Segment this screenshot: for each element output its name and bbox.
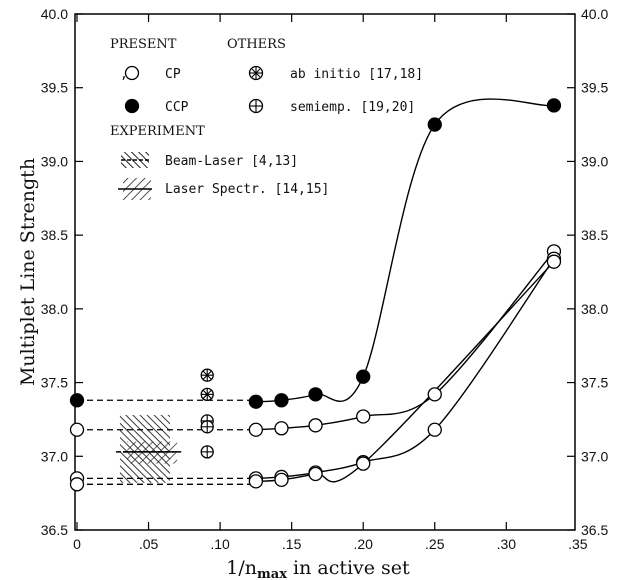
legend-laser-spectr-label: Laser Spectr. [14,15] xyxy=(165,182,329,197)
ccp-point xyxy=(356,369,371,384)
ccp-point xyxy=(69,393,85,408)
legend-beam-laser-swatch xyxy=(121,152,150,168)
cp-point xyxy=(546,254,562,269)
y-tick-label-left: 36.5 xyxy=(41,522,68,538)
y-tick-label-left: 40.0 xyxy=(41,6,68,22)
x-tick-label: .25 xyxy=(425,536,445,552)
legend-cp-marker xyxy=(124,65,140,81)
cp-point xyxy=(427,387,442,402)
cp-point xyxy=(69,477,85,492)
others-markers xyxy=(200,368,214,459)
semiemp-point xyxy=(200,420,214,434)
cp-point xyxy=(248,474,264,489)
y-tick-label-right: 36.5 xyxy=(581,522,608,538)
y-tick-label-right: 39.0 xyxy=(581,153,608,169)
y-tick-label-right: 38.5 xyxy=(581,227,608,243)
x-tick-label: .20 xyxy=(353,536,373,552)
legend-cp-prefix: , xyxy=(120,67,128,82)
y-tick-label-left: 37.5 xyxy=(41,375,68,391)
cp-point xyxy=(356,456,371,471)
y-tick-label-right: 40.0 xyxy=(581,6,608,22)
marker-diag-2 xyxy=(202,370,212,380)
experiment-bands xyxy=(115,415,182,483)
y-tick-label-right: 39.5 xyxy=(581,80,608,96)
ccp-point xyxy=(427,117,442,132)
y-tick-label-left: 39.0 xyxy=(41,153,68,169)
cp-point xyxy=(69,422,85,437)
series-markers xyxy=(69,98,562,492)
y-tick-label-right: 37.5 xyxy=(581,375,608,391)
cp-point xyxy=(274,421,289,436)
legend-cp-label: CP xyxy=(165,67,181,82)
legend-beam-laser-label: Beam-Laser [4,13] xyxy=(165,154,298,169)
y-axis-title: Multiplet Line Strength xyxy=(17,158,39,386)
legend-ab-initio-marker xyxy=(248,65,264,81)
ccp-point xyxy=(274,393,289,408)
ccp-point xyxy=(248,394,264,409)
legend-experiment-header: EXPERIMENT xyxy=(110,124,205,139)
ab-initio-point xyxy=(200,368,214,382)
y-tick-label-left: 37.0 xyxy=(41,448,68,464)
y-tick-label-left: 38.0 xyxy=(41,301,68,317)
legend-laser-spectr-swatch xyxy=(118,178,152,200)
series-line xyxy=(255,250,555,431)
cp-point xyxy=(308,466,323,482)
cp-point xyxy=(248,422,264,437)
cp-point xyxy=(356,409,371,424)
x-tick-label: .05 xyxy=(139,536,159,552)
legend-semiemp-label: semiemp. [19,20] xyxy=(290,100,415,115)
legend-others-header: OTHERS xyxy=(227,37,286,52)
series-line xyxy=(255,258,555,480)
legend-present-header: PRESENT xyxy=(110,37,177,52)
x-axis-title-rest: in active set xyxy=(287,557,410,579)
legend-ab-initio-label: ab initio [17,18] xyxy=(290,67,423,82)
x-tick-label: 0 xyxy=(73,536,81,552)
ccp-point xyxy=(308,387,323,402)
cp-point xyxy=(274,472,289,488)
legend: PRESENT OTHERS , CP ab initio [17,18] CC… xyxy=(110,37,423,200)
x-tick-label: .30 xyxy=(497,536,517,552)
plot-frame xyxy=(74,13,576,531)
legend-ccp-label: CCP xyxy=(165,100,189,115)
y-tick-label-left: 39.5 xyxy=(41,80,68,96)
x-axis-title: 1/nmax in active set xyxy=(226,557,410,580)
legend-ccp-marker xyxy=(124,98,140,114)
x-tick-label: .10 xyxy=(210,536,230,552)
series-line xyxy=(255,98,555,403)
x-axis-title-sub: max xyxy=(257,567,287,580)
x-tick-label: .35 xyxy=(568,536,588,552)
marker-diag-2 xyxy=(202,389,212,399)
semiemp-point xyxy=(200,445,214,459)
cp-point xyxy=(427,422,442,437)
cp-point xyxy=(308,418,323,433)
x-tick-label: .15 xyxy=(282,536,302,552)
series-line xyxy=(255,261,555,483)
y-tick-label-left: 38.5 xyxy=(41,227,68,243)
ccp-point xyxy=(546,98,562,113)
axis-ticks: 0.05.10.15.20.25.30.3536.537.037.538.038… xyxy=(41,6,609,552)
x-axis-title-main: 1/n xyxy=(226,557,257,579)
ab-initio-point xyxy=(200,387,214,402)
y-tick-label-right: 37.0 xyxy=(581,448,608,464)
y-tick-label-right: 38.0 xyxy=(581,301,608,317)
legend-semiemp-marker xyxy=(248,98,264,114)
